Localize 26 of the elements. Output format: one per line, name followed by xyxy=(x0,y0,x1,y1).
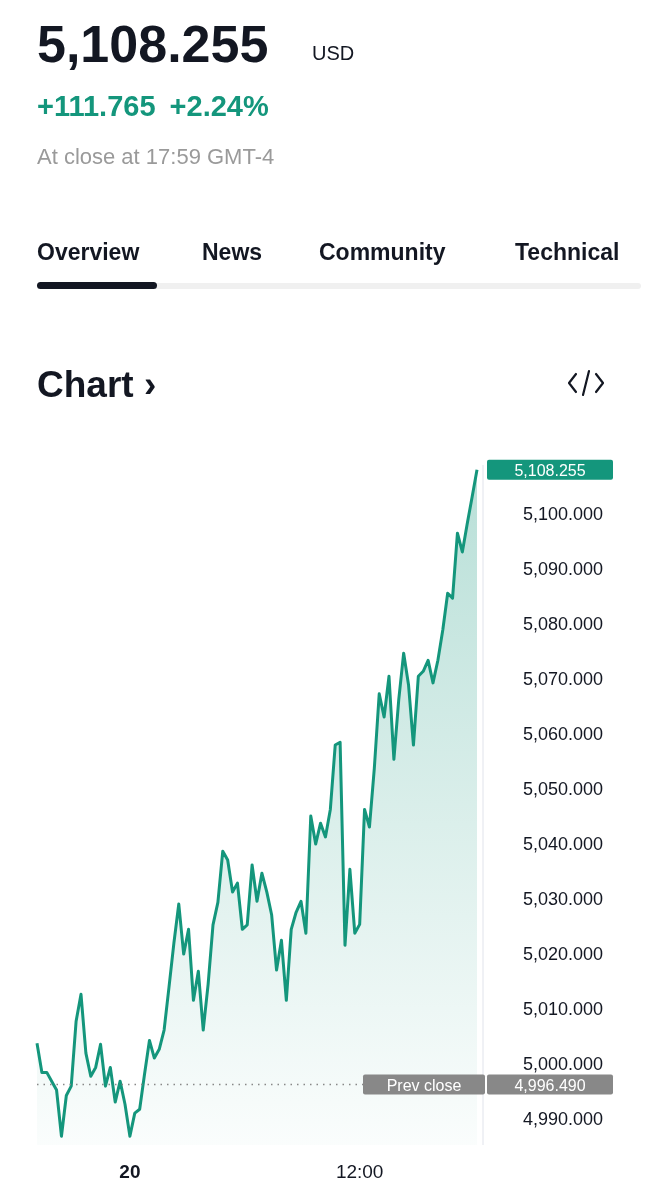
text: 5,108.255 xyxy=(37,15,269,73)
text: USD xyxy=(312,42,355,64)
y-tick-label: 5,070.000 xyxy=(522,669,604,690)
y-tick-label: 5,100.000 xyxy=(522,504,604,525)
y-tick-label: 5,010.000 xyxy=(522,999,604,1020)
ref-line-label: Prev close xyxy=(386,1076,462,1094)
y-tick-label: 5,040.000 xyxy=(522,834,604,855)
y-tick-label: 5,000.000 xyxy=(522,1054,604,1075)
text: Chart › xyxy=(37,364,157,405)
y-tick-label: 5,020.000 xyxy=(522,944,604,965)
y-tick-label: 5,050.000 xyxy=(522,779,604,800)
y-tick-label: 5,030.000 xyxy=(522,889,604,910)
text: News xyxy=(202,239,263,265)
text: At close at 17:59 GMT-4 xyxy=(37,144,275,169)
y-tick-label: 5,090.000 xyxy=(522,559,604,580)
text: Technical xyxy=(515,239,620,265)
y-tick-label: 5,060.000 xyxy=(522,724,604,745)
text: 5,108.255 xyxy=(514,461,586,479)
x-tick-label: 20 xyxy=(119,1161,141,1182)
text: 4,996.490 xyxy=(514,1076,586,1094)
chart-subtitle: +111.765 +2.24% xyxy=(37,90,269,122)
x-tick-label: 12:00 xyxy=(335,1161,384,1182)
text: Overview xyxy=(37,239,140,265)
text: Community xyxy=(319,239,446,265)
y-tick-label: 4,990.000 xyxy=(522,1109,604,1130)
y-tick-label: 5,080.000 xyxy=(522,614,604,635)
